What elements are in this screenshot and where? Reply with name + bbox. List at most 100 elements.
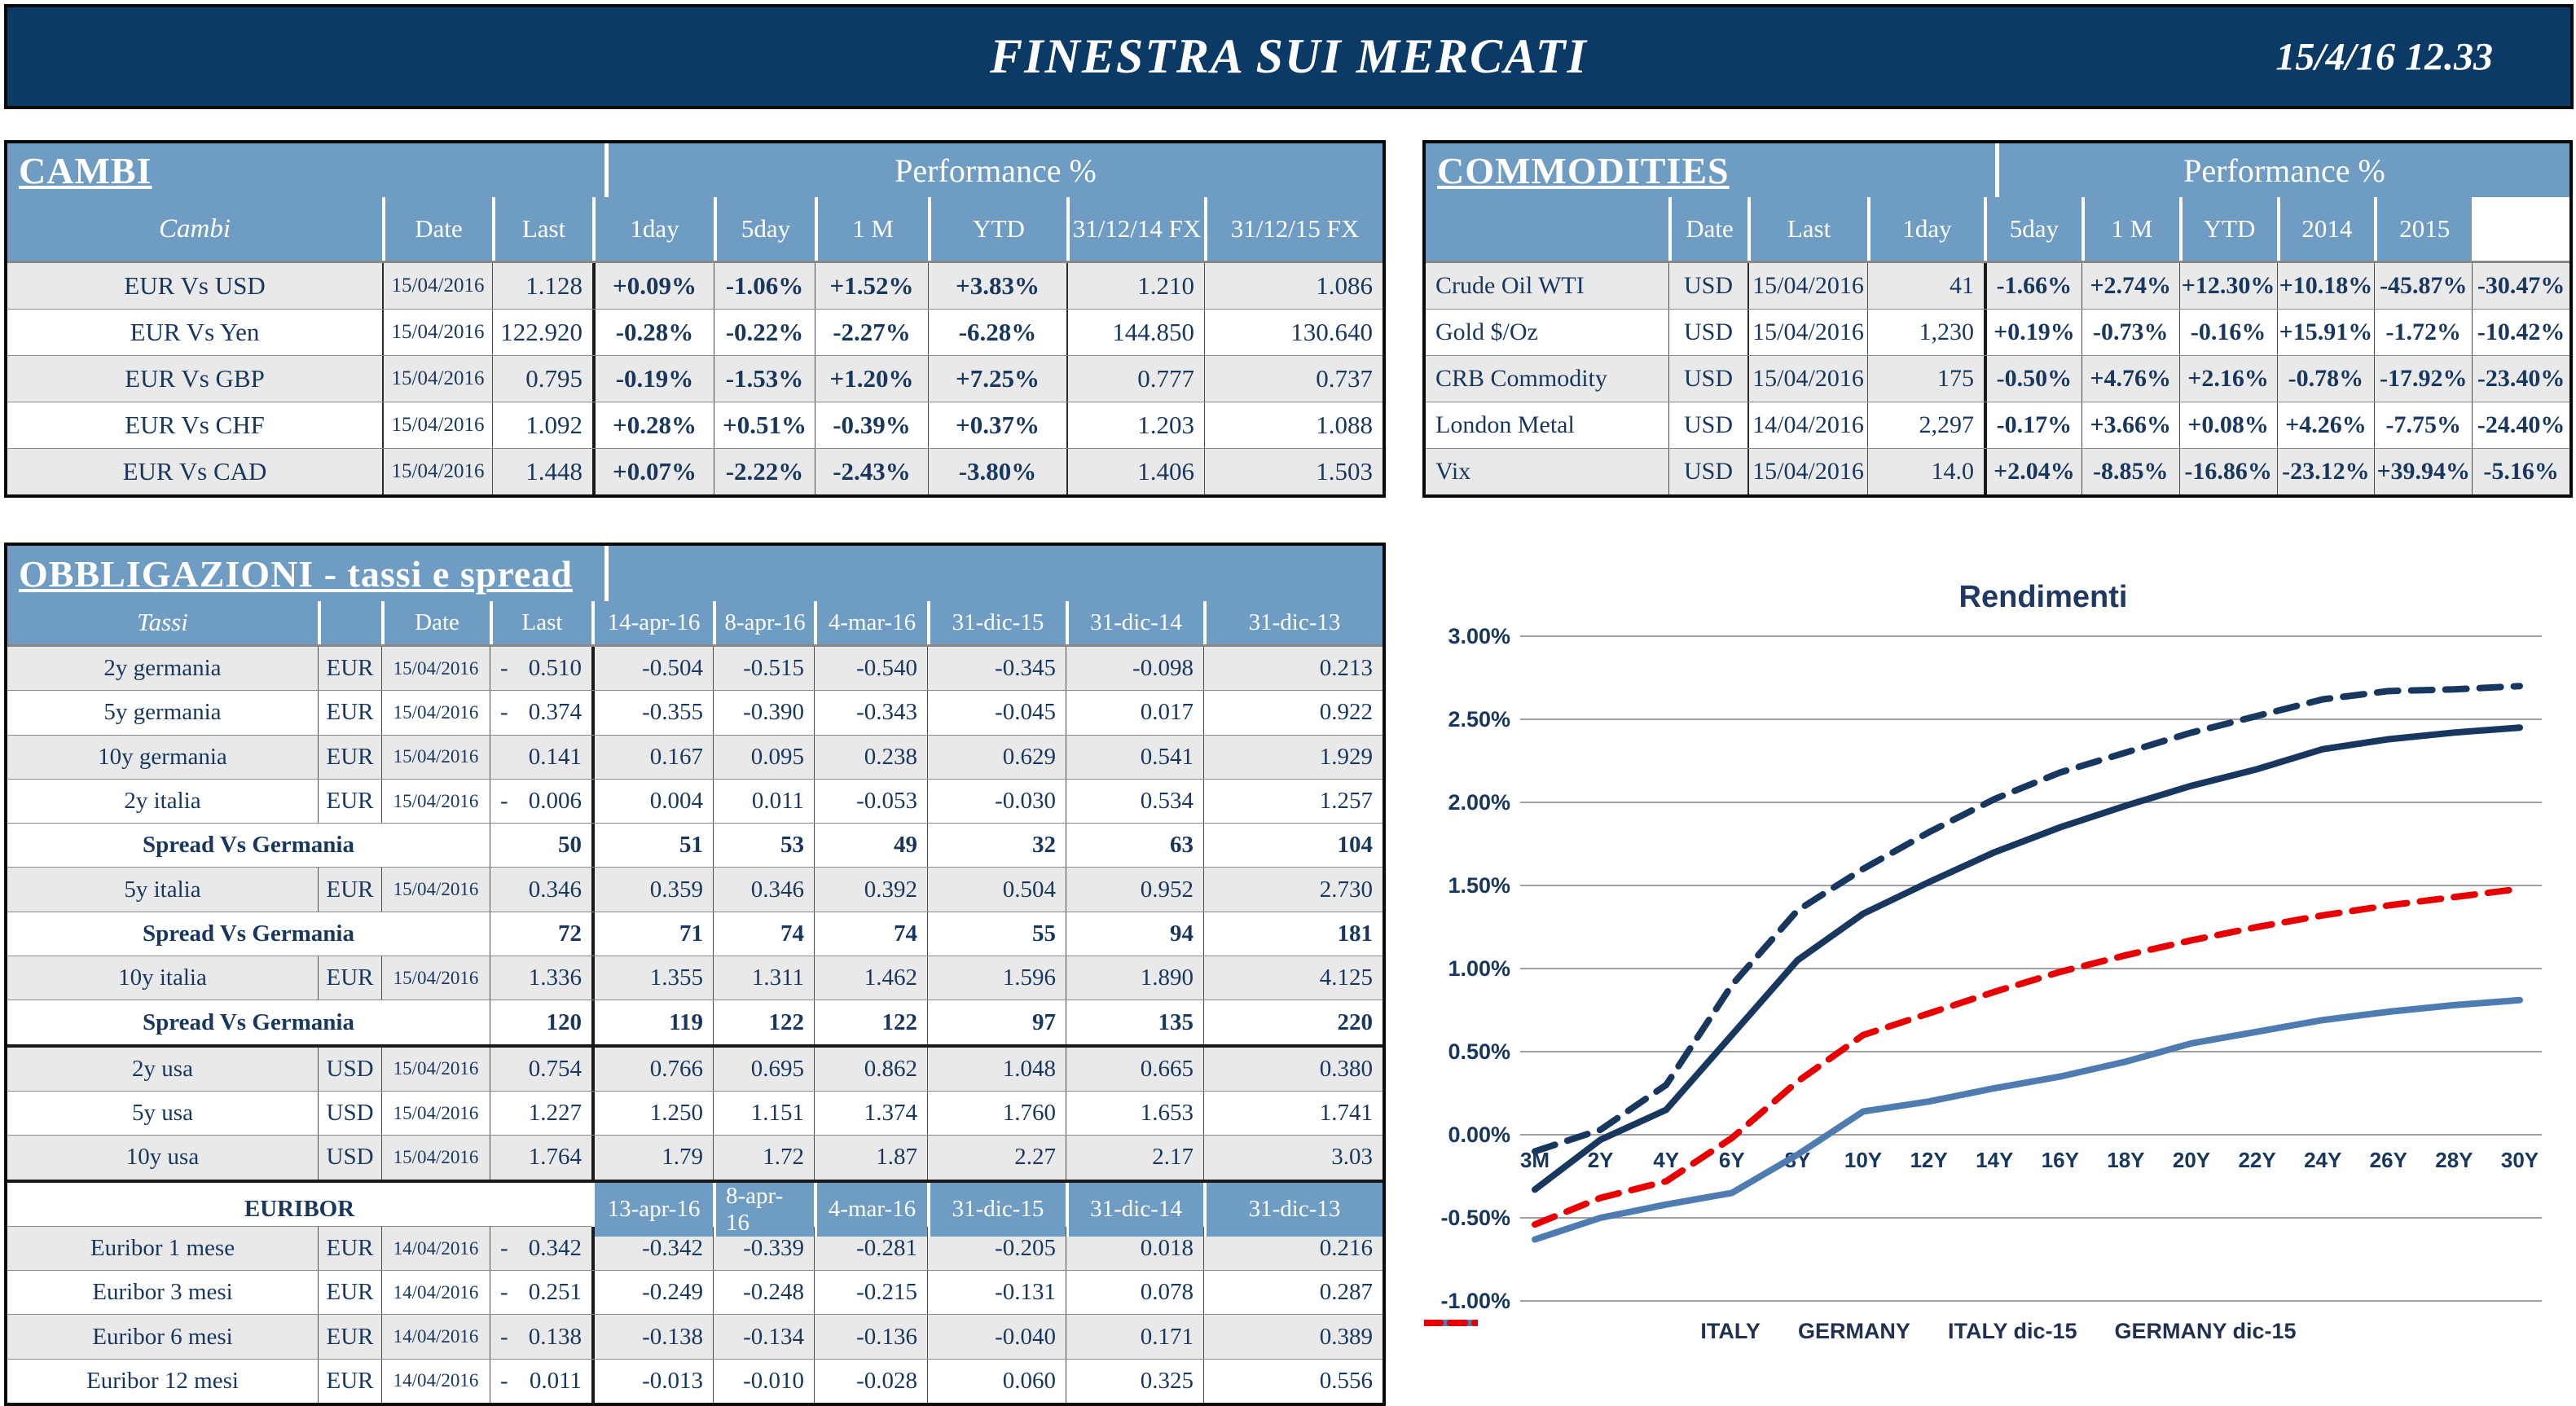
x-axis-label-12Y: 12Y: [1910, 1148, 1947, 1172]
bond-hist-0: 0.359: [591, 868, 713, 912]
fx-last: 0.795: [492, 356, 592, 402]
spread-hist-0: 119: [591, 1000, 713, 1044]
spread-hist-1: 74: [713, 912, 814, 956]
bond-hist-5: 0.380: [1203, 1047, 1383, 1091]
commodity-last: 175: [1867, 356, 1984, 402]
negative-sign: -: [500, 1235, 508, 1261]
bond-row-8: Spread Vs Germania 120 119 122 122 97 135 220: [7, 1000, 1383, 1044]
x-axis-label-4Y: 4Y: [1653, 1148, 1679, 1172]
x-axis-label-20Y: 20Y: [2173, 1148, 2210, 1172]
report-title: FINESTRA SUI MERCATI: [990, 29, 1588, 83]
fx-31-12-15: 1.086: [1204, 263, 1383, 309]
bond-hist-0: -0.249: [591, 1271, 713, 1315]
bond-hist-1: 0.695: [713, 1047, 814, 1091]
bond-hist-5: 0.389: [1203, 1315, 1383, 1359]
y-axis-label-3.00%: 3.00%: [1448, 624, 1510, 648]
commodity-perf-0: +0.19%: [1984, 310, 2081, 355]
fx-31-12-14: 1.203: [1066, 402, 1204, 448]
bond-hist-1: -0.339: [713, 1226, 814, 1271]
bond-currency: EUR: [318, 779, 381, 824]
bond-currency: EUR: [318, 647, 381, 691]
spread-hist-4: 63: [1066, 824, 1203, 868]
negative-sign: -: [500, 699, 508, 726]
bond-hist-3: -0.205: [927, 1226, 1066, 1271]
obbligazioni-header-6: 4-mar-16: [814, 601, 927, 644]
series-line-germany-dic-15: [1532, 885, 2523, 1228]
fx-perf-YTD: +7.25%: [928, 356, 1066, 402]
fx-31-12-15: 130.640: [1204, 310, 1383, 355]
bond-hist-4: 1.890: [1066, 956, 1203, 1000]
legend-item-germany-dic-15: GERMANY dic-15: [1424, 1319, 2297, 1344]
bond-hist-4: 0.665: [1066, 1047, 1203, 1091]
commodity-perf-5: -23.40%: [2472, 356, 2569, 402]
bond-name: Euribor 6 mesi: [92, 1323, 233, 1350]
obbligazioni-title-band: OBBLIGAZIONI - tassi e spread: [7, 546, 1383, 601]
cambi-column-headers: Cambi Date Last 1day 5day 1 M YTD 31/12/14 FX 31…: [7, 197, 1383, 262]
fx-perf-1day: +0.07%: [592, 449, 714, 494]
fx-31-12-14: 144.850: [1066, 310, 1204, 355]
spread-hist-3: 97: [927, 1000, 1066, 1044]
bond-hist-2: -0.343: [814, 691, 927, 735]
bond-name: 5y germania: [103, 699, 222, 726]
commodity-perf-1: +2.74%: [2081, 263, 2179, 309]
bond-last: 0.141: [490, 735, 591, 779]
euribor-column-header-2: 4-mar-16: [814, 1182, 927, 1237]
bond-name: Euribor 12 mesi: [86, 1367, 239, 1394]
bond-currency: USD: [318, 1047, 381, 1091]
commodity-perf-5: -10.42%: [2472, 310, 2569, 355]
bond-hist-1: 1.151: [713, 1091, 814, 1136]
commodity-perf-4: -7.75%: [2374, 402, 2472, 448]
commodity-name: Crude Oil WTI: [1435, 272, 1585, 299]
spread-vs-germania-label: Spread Vs Germania: [143, 832, 354, 859]
bond-hist-1: 1.311: [713, 956, 814, 1000]
report-banner: FINESTRA SUI MERCATI 15/4/16 12.33: [4, 4, 2574, 109]
legend-item-italy-dic-15: ITALY dic-15: [1424, 1319, 2077, 1344]
euribor-column-header-5: 31-dic-13: [1203, 1182, 1383, 1237]
bond-hist-0: -0.342: [591, 1226, 713, 1271]
spread-hist-2: 49: [814, 824, 927, 868]
bond-hist-3: -0.045: [927, 691, 1066, 735]
bond-row-2: 10y germania EUR 15/04/2016 0.141 0.167 0.095…: [7, 734, 1383, 779]
obbligazioni-column-headers: Tassi Date Last 14-apr-16 8-apr-16 4-mar-16 31…: [7, 601, 1383, 646]
obbligazioni-header-1: [318, 601, 381, 644]
bond-hist-5: 1.257: [1203, 779, 1383, 824]
bond-date: 14/04/2016: [381, 1315, 490, 1359]
chart-title: Rendimenti: [1959, 580, 2128, 614]
commodity-last: 41: [1867, 263, 1984, 309]
commodity-perf-2: +2.16%: [2178, 356, 2277, 402]
fx-perf-5day: -0.22%: [714, 310, 815, 355]
fx-perf-1day: -0.19%: [592, 356, 714, 402]
bond-currency: EUR: [318, 956, 381, 1000]
bond-date: 15/04/2016: [381, 868, 490, 912]
cambi-header-1: Date: [382, 197, 492, 261]
series-line-italy-dic-15: [1532, 683, 2523, 1155]
fx-perf-5day: -2.22%: [714, 449, 815, 494]
bond-last-value: 0.138: [528, 1323, 582, 1350]
rendimenti-chart: Rendimenti 3.00% 2.50% 2.00% 1.50% 1.00% 0.50%…: [1424, 562, 2573, 1391]
spread-hist-2: 122: [814, 1000, 927, 1044]
fx-date: 15/04/2016: [382, 356, 492, 402]
commodity-perf-3: -0.78%: [2276, 356, 2375, 402]
bond-hist-1: -0.010: [713, 1359, 814, 1404]
bond-hist-2: 1.462: [814, 956, 927, 1000]
x-axis-label-22Y: 22Y: [2238, 1148, 2275, 1172]
bond-currency: USD: [318, 1091, 381, 1136]
bond-name: 10y germania: [98, 743, 227, 770]
spread-hist-4: 94: [1066, 912, 1203, 956]
bond-hist-5: 0.556: [1203, 1359, 1383, 1404]
commodity-perf-5: -5.16%: [2472, 449, 2569, 494]
obbligazioni-header-9: 31-dic-13: [1203, 601, 1383, 644]
bond-hist-3: 0.504: [927, 868, 1066, 912]
report-datetime: 15/4/16 12.33: [2275, 35, 2493, 78]
bond-hist-5: 3.03: [1203, 1136, 1383, 1180]
bond-currency: EUR: [318, 1271, 381, 1315]
y-axis-label-0.50%: 0.50%: [1448, 1039, 1510, 1064]
bond-hist-1: -0.390: [713, 691, 814, 735]
cambi-row-2: EUR Vs GBP 15/04/2016 0.795 -0.19% -1.53% +1.…: [7, 355, 1383, 402]
spread-hist-1: 53: [713, 824, 814, 868]
bond-date: 14/04/2016: [381, 1226, 490, 1271]
bond-hist-0: 0.167: [591, 735, 713, 779]
bond-last: -0.006: [490, 779, 591, 824]
commodity-name: London Metal: [1435, 411, 1575, 438]
bond-date: 15/04/2016: [381, 691, 490, 735]
